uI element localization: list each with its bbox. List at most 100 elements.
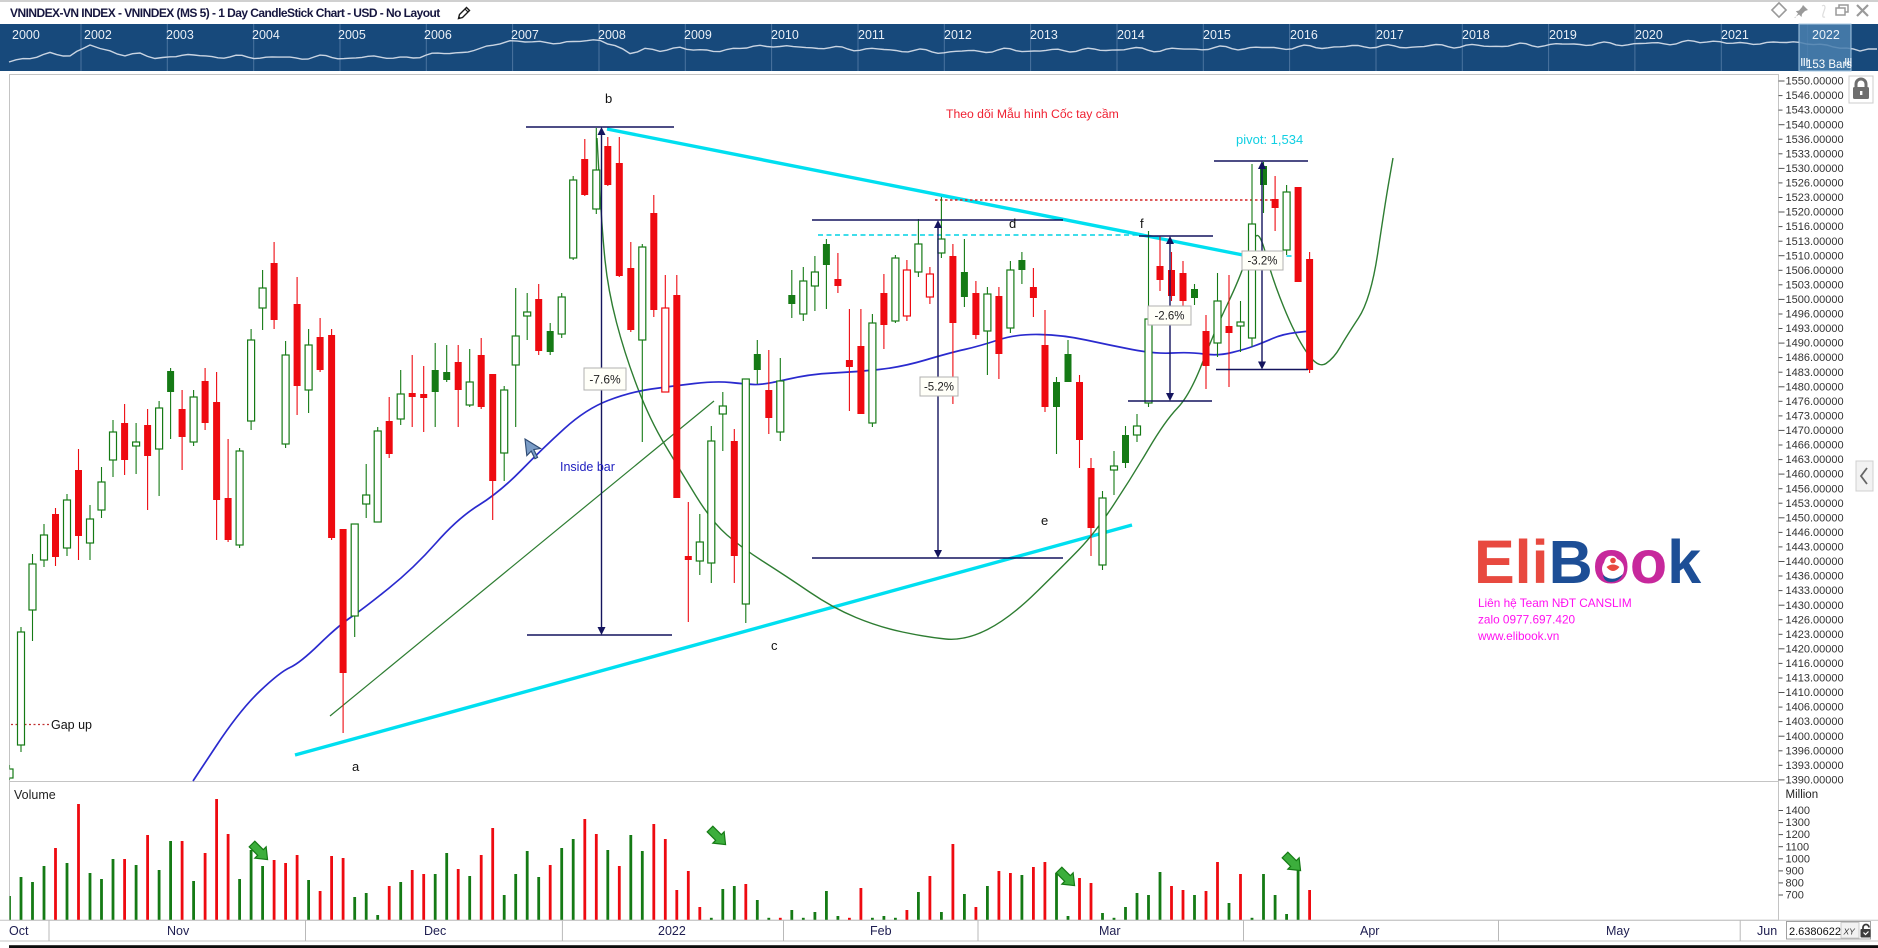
- svg-text:d: d: [1009, 216, 1016, 231]
- svg-text:1466.00000: 1466.00000: [1786, 440, 1844, 452]
- svg-text:1483.00000: 1483.00000: [1786, 367, 1844, 379]
- svg-text:1480.00000: 1480.00000: [1786, 381, 1844, 393]
- svg-text:1410.00000: 1410.00000: [1786, 687, 1844, 699]
- svg-text:1426.00000: 1426.00000: [1786, 614, 1844, 626]
- svg-text:2018: 2018: [1462, 28, 1490, 42]
- svg-text:2017: 2017: [1376, 28, 1404, 42]
- svg-text:1473.00000: 1473.00000: [1786, 411, 1844, 423]
- svg-text:-2.6%: -2.6%: [1154, 311, 1184, 323]
- svg-text:1400.00000: 1400.00000: [1786, 731, 1844, 743]
- svg-text:800: 800: [1786, 878, 1804, 890]
- svg-text:1443.00000: 1443.00000: [1786, 542, 1844, 554]
- svg-text:2003: 2003: [166, 28, 194, 42]
- svg-text:1493.00000: 1493.00000: [1786, 323, 1844, 335]
- svg-text:1510.00000: 1510.00000: [1786, 250, 1844, 262]
- svg-text:1406.00000: 1406.00000: [1786, 702, 1844, 714]
- svg-text:1506.00000: 1506.00000: [1786, 265, 1844, 277]
- svg-text:VNINDEX-VN INDEX - VNINDEX (MS: VNINDEX-VN INDEX - VNINDEX (MS 5) - 1 Da…: [10, 6, 440, 20]
- svg-text:2019: 2019: [1549, 28, 1577, 42]
- svg-text:1520.00000: 1520.00000: [1786, 207, 1844, 219]
- svg-text:1390.00000: 1390.00000: [1786, 775, 1844, 787]
- svg-text:1490.00000: 1490.00000: [1786, 338, 1844, 350]
- svg-text:a: a: [352, 759, 360, 774]
- svg-text:1470.00000: 1470.00000: [1786, 425, 1844, 437]
- svg-text:Volume: Volume: [14, 788, 56, 802]
- svg-text:c: c: [771, 638, 778, 653]
- svg-text:2016: 2016: [1290, 28, 1318, 42]
- svg-text:900: 900: [1786, 866, 1804, 878]
- svg-text:1523.00000: 1523.00000: [1786, 192, 1844, 204]
- svg-text:2011: 2011: [858, 28, 885, 42]
- svg-text:1530.00000: 1530.00000: [1786, 163, 1844, 175]
- svg-text:Million: Million: [1786, 789, 1819, 801]
- svg-text:1403.00000: 1403.00000: [1786, 716, 1844, 728]
- svg-text:1533.00000: 1533.00000: [1786, 148, 1844, 160]
- svg-text:1450.00000: 1450.00000: [1786, 512, 1844, 524]
- svg-text:pivot: 1,534: pivot: 1,534: [1236, 132, 1303, 147]
- svg-text:1496.00000: 1496.00000: [1786, 309, 1844, 321]
- svg-text:1000: 1000: [1786, 853, 1810, 865]
- svg-text:May: May: [1606, 924, 1630, 938]
- svg-text:1500.00000: 1500.00000: [1786, 294, 1844, 306]
- svg-text:Liên hệ Team NĐT CANSLIM: Liên hệ Team NĐT CANSLIM: [1478, 596, 1632, 610]
- svg-text:2006: 2006: [424, 28, 452, 42]
- svg-text:1436.00000: 1436.00000: [1786, 571, 1844, 583]
- svg-text:1503.00000: 1503.00000: [1786, 279, 1844, 291]
- svg-text:2007: 2007: [511, 28, 539, 42]
- svg-text:XY: XY: [1843, 927, 1857, 937]
- svg-text:1513.00000: 1513.00000: [1786, 236, 1844, 248]
- svg-text:e: e: [1041, 513, 1048, 528]
- svg-text:1463.00000: 1463.00000: [1786, 454, 1844, 466]
- svg-text:Nov: Nov: [167, 924, 190, 938]
- svg-text:1400: 1400: [1786, 805, 1810, 817]
- svg-text:-7.6%: -7.6%: [589, 372, 621, 386]
- svg-text:1430.00000: 1430.00000: [1786, 600, 1844, 612]
- svg-text:1456.00000: 1456.00000: [1786, 483, 1844, 495]
- svg-text:1526.00000: 1526.00000: [1786, 178, 1844, 190]
- svg-text:1536.00000: 1536.00000: [1786, 134, 1844, 146]
- svg-text:EliBook: EliBook: [1474, 528, 1701, 596]
- svg-text:2013: 2013: [1030, 28, 1058, 42]
- svg-text:Dec: Dec: [424, 924, 446, 938]
- svg-text:Gap up: Gap up: [51, 718, 92, 732]
- svg-text:2002: 2002: [84, 28, 112, 42]
- svg-text:2009: 2009: [684, 28, 712, 42]
- svg-text:1393.00000: 1393.00000: [1786, 760, 1844, 772]
- svg-text:2020: 2020: [1635, 28, 1663, 42]
- svg-text:1413.00000: 1413.00000: [1786, 673, 1844, 685]
- svg-text:1516.00000: 1516.00000: [1786, 221, 1844, 233]
- svg-text:2022: 2022: [1812, 28, 1840, 42]
- svg-text:zalo 0977.697.420: zalo 0977.697.420: [1478, 613, 1576, 627]
- svg-text:1396.00000: 1396.00000: [1786, 745, 1844, 757]
- svg-text:2015: 2015: [1203, 28, 1231, 42]
- svg-text:2010: 2010: [771, 28, 799, 42]
- svg-text:2014: 2014: [1117, 28, 1145, 42]
- svg-text:2004: 2004: [252, 28, 280, 42]
- svg-text:-3.2%: -3.2%: [1247, 256, 1277, 268]
- svg-text:b: b: [605, 91, 612, 106]
- svg-text:Apr: Apr: [1360, 924, 1379, 938]
- svg-text:www.elibook.vn: www.elibook.vn: [1477, 629, 1559, 643]
- svg-text:1423.00000: 1423.00000: [1786, 629, 1844, 641]
- svg-text:1460.00000: 1460.00000: [1786, 469, 1844, 481]
- svg-text:2022: 2022: [658, 924, 686, 938]
- svg-text:1540.00000: 1540.00000: [1786, 119, 1844, 131]
- svg-text:1200: 1200: [1786, 829, 1810, 841]
- svg-text:2012: 2012: [944, 28, 972, 42]
- svg-text:1476.00000: 1476.00000: [1786, 396, 1844, 408]
- svg-text:153 Bars: 153 Bars: [1806, 59, 1852, 71]
- svg-text:1546.00000: 1546.00000: [1786, 90, 1844, 102]
- svg-text:1453.00000: 1453.00000: [1786, 498, 1844, 510]
- svg-text:1416.00000: 1416.00000: [1786, 658, 1844, 670]
- svg-text:1446.00000: 1446.00000: [1786, 527, 1844, 539]
- svg-text:1100: 1100: [1786, 841, 1810, 853]
- svg-text:1486.00000: 1486.00000: [1786, 352, 1844, 364]
- svg-text:-5.2%: -5.2%: [924, 382, 954, 394]
- svg-text:1550.00000: 1550.00000: [1786, 76, 1844, 88]
- svg-text:Mar: Mar: [1099, 924, 1121, 938]
- svg-text:2000: 2000: [12, 28, 40, 42]
- svg-text:f: f: [1140, 216, 1144, 231]
- svg-text:2005: 2005: [338, 28, 366, 42]
- svg-text:Feb: Feb: [870, 924, 892, 938]
- svg-text:1300: 1300: [1786, 817, 1810, 829]
